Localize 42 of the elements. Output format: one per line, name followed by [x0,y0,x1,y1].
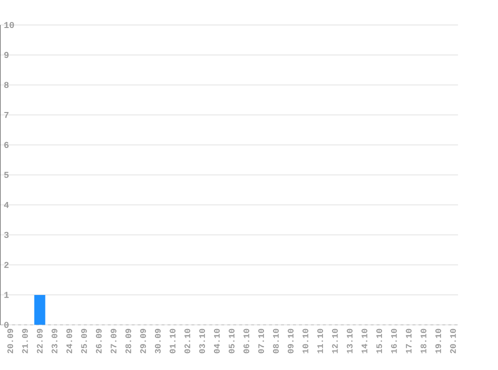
x-tick-label: 29.09 [140,328,146,354]
x-tick-label: 16.10 [391,328,397,354]
x-tick-label: 27.09 [110,328,116,354]
x-tick-label: 18.10 [420,328,426,354]
x-tick-label: 03.10 [199,328,205,354]
y-tick-label: 10 [4,22,14,28]
x-tick-label: 23.09 [52,328,58,354]
y-tick-label: 4 [4,202,9,208]
y-tick-label: 6 [4,142,9,148]
x-tick-label: 08.10 [273,328,279,354]
x-tick-label: 19.10 [435,328,442,354]
x-tick-label: 02.10 [184,328,190,354]
x-tick-label: 01.10 [170,328,176,354]
x-tick-label: 07.10 [258,328,264,354]
y-tick-label: 5 [4,172,9,178]
y-tick-label: 9 [4,52,9,58]
x-tick-label: 30.09 [154,328,161,354]
y-tick-label: 0 [4,322,9,328]
y-tick-label: 7 [4,112,8,118]
x-tick-label: 11.10 [317,328,324,354]
x-tick-label: 15.10 [376,328,382,354]
y-tick-label: 1 [4,292,9,298]
x-tick-label: 10.10 [302,328,308,354]
x-tick-label: 17.10 [406,328,412,354]
x-tick-label: 06.10 [244,328,250,354]
x-tick-label: 04.10 [214,328,220,354]
x-tick-label: 20.10 [450,328,456,354]
x-tick-label: 05.10 [228,328,234,354]
x-tick-label: 21.09 [22,328,28,354]
x-tick-label: 14.10 [362,328,368,354]
x-tick-label: 24.09 [66,328,72,354]
x-tick-label: 25.09 [81,328,87,354]
x-tick-label: 13.10 [346,328,353,354]
x-tick-label: 09.10 [288,328,294,354]
y-tick-label: 3 [4,232,9,238]
y-tick-label: 2 [4,262,9,268]
y-tick-label: 8 [4,82,9,88]
x-tick-label: 26.09 [96,328,102,354]
x-tick-label: 22.09 [36,328,43,354]
x-tick-label: 20.09 [7,328,14,354]
x-tick-label: 12.10 [332,328,338,354]
x-tick-label: 28.09 [125,328,132,354]
